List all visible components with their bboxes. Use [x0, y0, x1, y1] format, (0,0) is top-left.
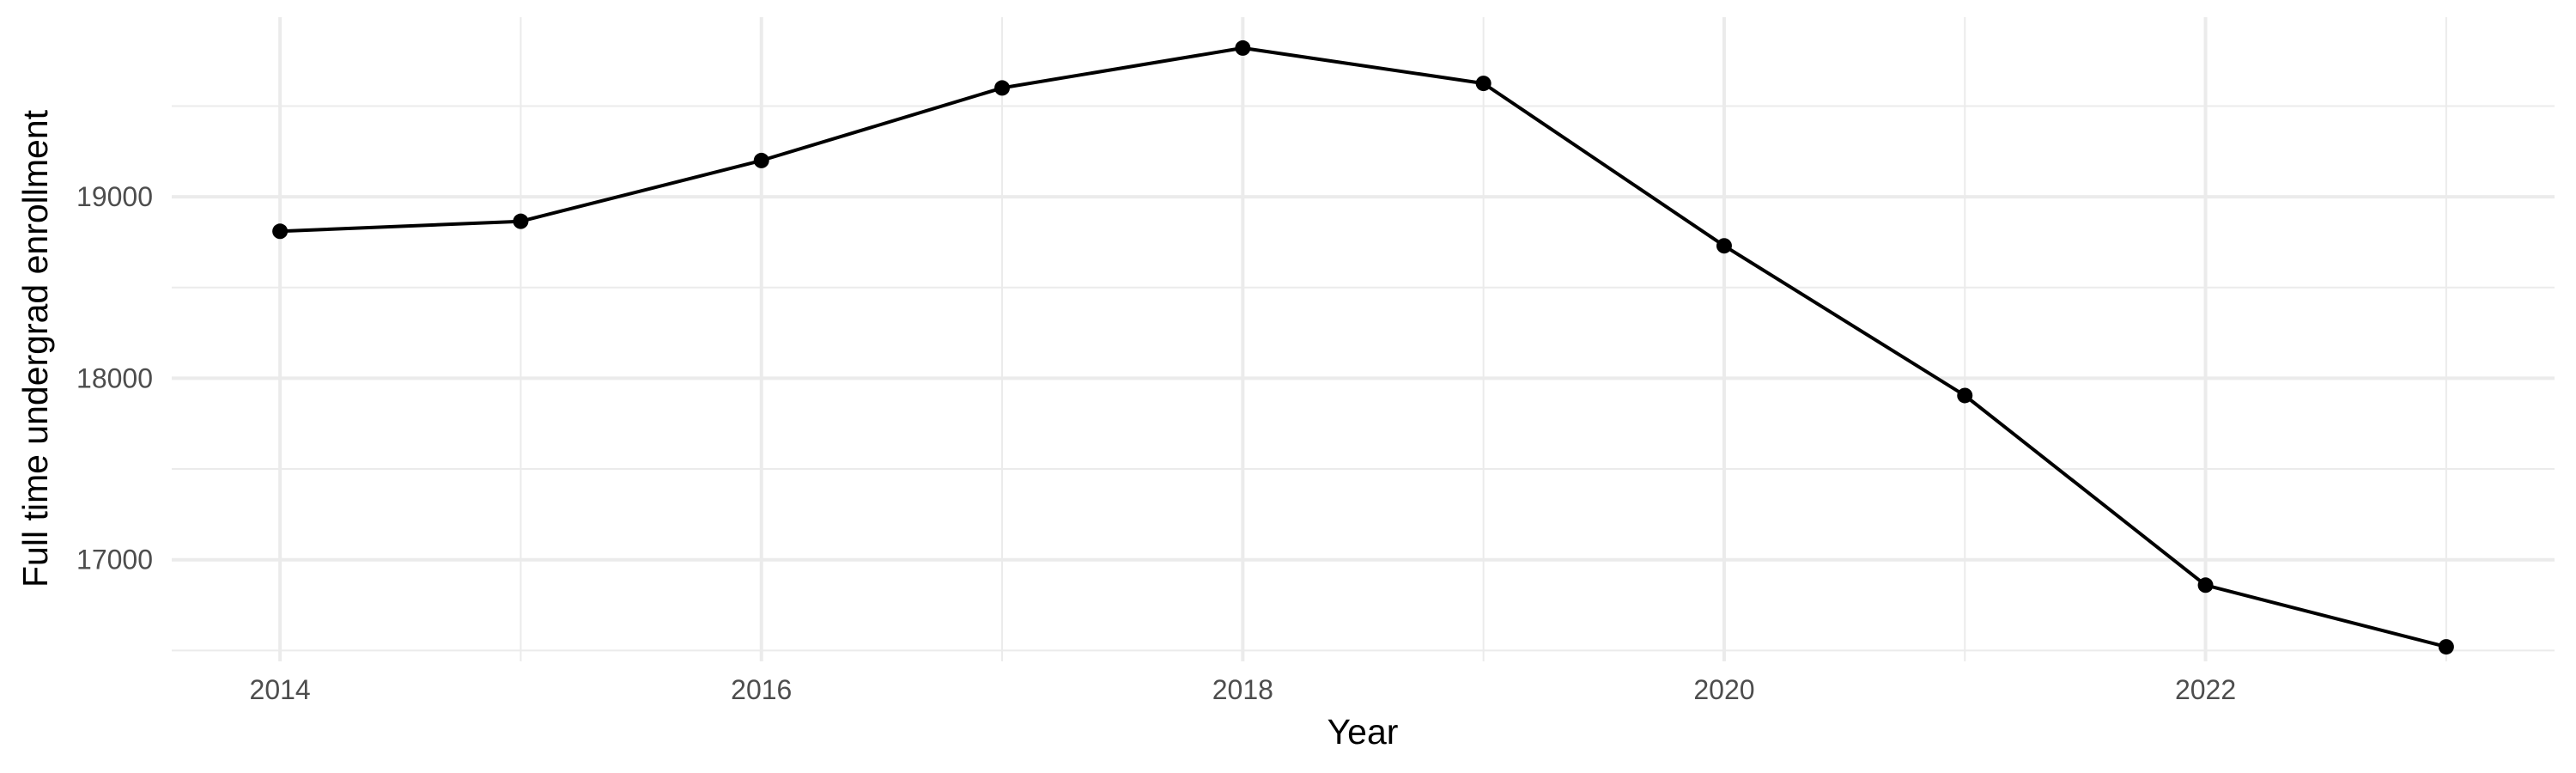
- data-point: [2438, 639, 2454, 655]
- data-point: [994, 80, 1011, 96]
- y-axis-title: Full time undergrad enrollment: [15, 109, 55, 587]
- y-tick-label: 19000: [76, 181, 153, 212]
- x-tick-label: 2020: [1693, 674, 1754, 705]
- y-tick-label: 18000: [76, 362, 153, 393]
- x-tick-label: 2018: [1212, 674, 1273, 705]
- data-point: [1475, 76, 1492, 92]
- data-point: [513, 213, 529, 229]
- data-point: [1957, 387, 1973, 404]
- data-point: [1716, 238, 1732, 254]
- data-point: [272, 223, 289, 240]
- y-tick-label: 17000: [76, 545, 153, 575]
- y-axis-tick-labels: 17000 18000 19000: [76, 181, 153, 575]
- series-line: [280, 46, 2447, 649]
- data-point: [1235, 40, 1251, 56]
- x-axis-tick-labels: 2014 2016 2018 2020 2022: [250, 674, 2237, 705]
- series-points: [272, 40, 2454, 655]
- x-tick-label: 2014: [250, 674, 311, 705]
- data-point: [753, 152, 769, 168]
- grid-lines: [172, 17, 2555, 661]
- x-tick-label: 2016: [731, 674, 792, 705]
- series-line-layer: [280, 46, 2447, 649]
- x-axis-title: Year: [1327, 712, 1399, 752]
- data-point: [2197, 577, 2214, 593]
- x-tick-label: 2022: [2175, 674, 2236, 705]
